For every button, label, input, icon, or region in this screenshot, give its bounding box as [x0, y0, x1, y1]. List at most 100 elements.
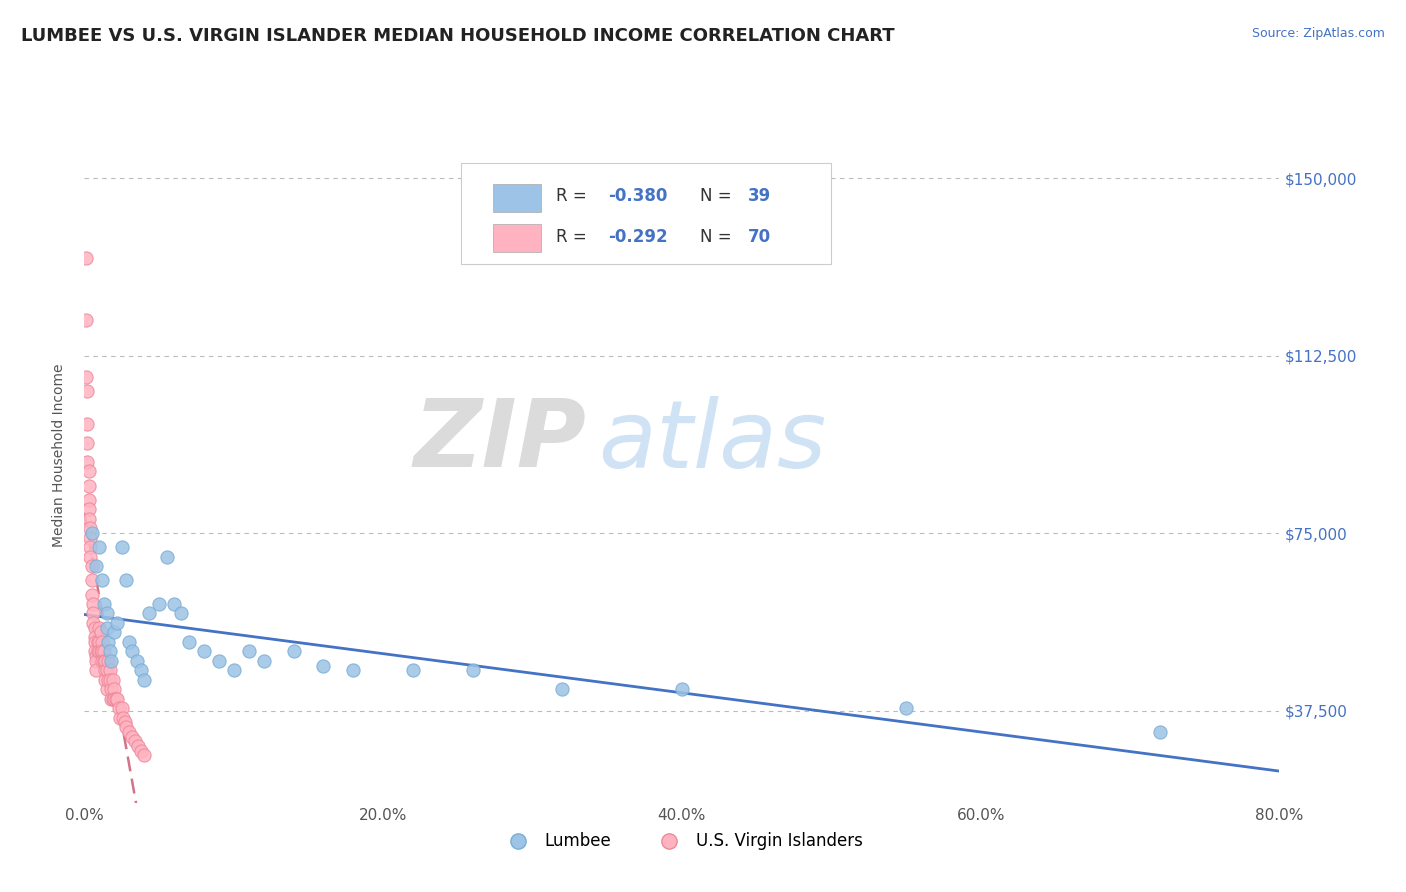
Point: [115, 720, 138, 734]
Point: [115, 574, 138, 588]
Point: [129, 744, 152, 758]
Point: [86, 649, 108, 664]
Point: [461, 663, 484, 677]
Point: [148, 597, 170, 611]
Legend: Lumbee, U.S. Virgin Islanders: Lumbee, U.S. Virgin Islanders: [495, 826, 869, 857]
Point: [91, 654, 114, 668]
Point: [193, 644, 215, 658]
Point: [89, 621, 111, 635]
Point: [77, 465, 100, 479]
Point: [83, 621, 105, 635]
Point: [77, 478, 100, 492]
Point: [97, 673, 120, 687]
Point: [132, 673, 156, 687]
Point: [82, 597, 104, 611]
Point: [82, 607, 104, 621]
Point: [101, 691, 124, 706]
Point: [77, 492, 100, 507]
Point: [105, 691, 128, 706]
Point: [103, 682, 125, 697]
Point: [96, 682, 118, 697]
Point: [100, 682, 122, 697]
Point: [89, 635, 111, 649]
Point: [80, 559, 103, 574]
Point: [127, 739, 149, 753]
Point: [76, 417, 98, 432]
Point: [80, 588, 103, 602]
Text: -0.292: -0.292: [607, 227, 668, 245]
Point: [75, 369, 97, 384]
Point: [87, 635, 110, 649]
Text: Source: ZipAtlas.com: Source: ZipAtlas.com: [1251, 27, 1385, 40]
Text: N =: N =: [700, 187, 737, 205]
Text: LUMBEE VS U.S. VIRGIN ISLANDER MEDIAN HOUSEHOLD INCOME CORRELATION CHART: LUMBEE VS U.S. VIRGIN ISLANDER MEDIAN HO…: [21, 27, 894, 45]
Text: -0.380: -0.380: [607, 187, 668, 205]
Point: [77, 502, 100, 516]
Point: [98, 663, 121, 677]
Text: atlas: atlas: [599, 395, 827, 486]
Point: [91, 635, 114, 649]
Point: [342, 663, 364, 677]
Point: [96, 663, 118, 677]
Point: [98, 673, 121, 687]
Text: N =: N =: [700, 227, 737, 245]
Point: [79, 521, 101, 535]
Point: [312, 658, 335, 673]
Point: [402, 663, 425, 677]
Point: [96, 607, 118, 621]
Text: R =: R =: [557, 227, 592, 245]
Point: [86, 663, 108, 677]
Point: [80, 574, 103, 588]
Point: [94, 663, 117, 677]
Point: [76, 436, 98, 450]
Point: [177, 635, 200, 649]
Point: [101, 673, 124, 687]
Point: [91, 574, 114, 588]
Point: [132, 748, 156, 763]
Point: [112, 710, 135, 724]
Point: [107, 701, 129, 715]
Point: [98, 644, 121, 658]
Point: [76, 455, 98, 469]
Point: [75, 252, 97, 266]
Point: [238, 644, 260, 658]
Point: [111, 540, 134, 554]
Y-axis label: Median Household Income: Median Household Income: [52, 363, 66, 547]
Point: [129, 663, 152, 677]
Point: [114, 715, 136, 730]
Point: [671, 682, 693, 697]
Point: [104, 691, 127, 706]
Point: [79, 549, 101, 564]
Point: [97, 654, 120, 668]
Point: [83, 630, 105, 644]
Point: [86, 654, 108, 668]
Text: ZIP: ZIP: [413, 395, 586, 487]
Point: [121, 644, 143, 658]
Point: [551, 682, 574, 697]
Text: R =: R =: [557, 187, 592, 205]
Point: [94, 654, 117, 668]
Point: [91, 644, 114, 658]
Point: [118, 635, 141, 649]
Point: [163, 597, 186, 611]
Point: [90, 625, 112, 640]
FancyBboxPatch shape: [494, 224, 541, 252]
Point: [208, 654, 231, 668]
Point: [1149, 724, 1171, 739]
Point: [100, 654, 122, 668]
Point: [86, 559, 108, 574]
Point: [93, 644, 115, 658]
FancyBboxPatch shape: [461, 162, 831, 264]
Point: [80, 526, 103, 541]
Point: [76, 384, 98, 398]
Point: [283, 644, 305, 658]
Point: [97, 635, 120, 649]
Point: [111, 701, 134, 715]
Point: [82, 615, 104, 630]
Point: [103, 691, 125, 706]
Point: [83, 635, 105, 649]
Point: [121, 730, 143, 744]
Point: [138, 607, 160, 621]
Text: 70: 70: [748, 227, 770, 245]
Point: [90, 644, 112, 658]
